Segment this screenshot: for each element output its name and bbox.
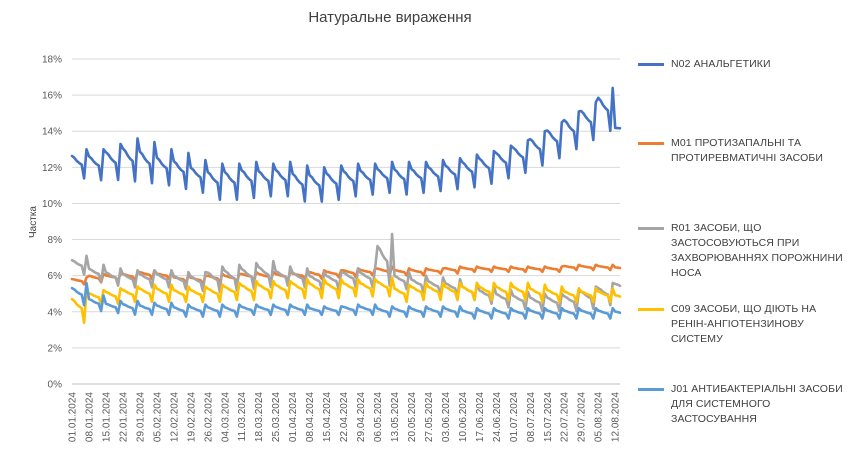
- chart-title: Натуральне вираження: [308, 9, 472, 26]
- x-tick-label: 04.03.2024: [220, 392, 231, 442]
- x-tick-label: 01.04.2024: [288, 392, 299, 442]
- legend-item: C09 ЗАСОБИ, ЩО ДІЮТЬ НА РЕНІН-АНГІОТЕНЗИ…: [638, 302, 846, 347]
- y-tick-label: 8%: [48, 235, 63, 246]
- x-tick-label: 08.04.2024: [305, 392, 316, 442]
- y-tick-label: 12%: [42, 163, 62, 174]
- legend-label: R01 ЗАСОБИ, ЩО ЗАСТОСОВУЮТЬСЯ ПРИ ЗАХВОР…: [671, 222, 843, 279]
- x-tick-label: 15.04.2024: [322, 392, 333, 442]
- series-line-m01: [70, 263, 622, 286]
- y-tick-label: 16%: [42, 91, 62, 102]
- x-tick-label: 06.05.2024: [373, 392, 384, 442]
- x-tick-label: 12.02.2024: [169, 392, 180, 442]
- y-tick-label: 0%: [48, 380, 63, 391]
- legend-label: N02 АНАЛЬГЕТИКИ: [671, 58, 771, 70]
- x-tick-label: 22.01.2024: [118, 392, 129, 442]
- x-tick-label: 15.01.2024: [101, 392, 112, 442]
- x-tick-label: 17.06.2024: [475, 392, 486, 442]
- x-tick-label: 20.05.2024: [407, 392, 418, 442]
- legend-item: M01 ПРОТИЗАПАЛЬНІ ТА ПРОТИРЕВМАТИЧНІ ЗАС…: [638, 136, 846, 166]
- legend-swatch: [638, 227, 664, 230]
- x-tick-label: 29.07.2024: [577, 392, 588, 442]
- x-tick-label: 03.06.2024: [441, 392, 452, 442]
- legend-label: M01 ПРОТИЗАПАЛЬНІ ТА ПРОТИРЕВМАТИЧНІ ЗАС…: [671, 137, 824, 164]
- legend-item: R01 ЗАСОБИ, ЩО ЗАСТОСОВУЮТЬСЯ ПРИ ЗАХВОР…: [638, 221, 846, 281]
- x-tick-label: 15.07.2024: [543, 392, 554, 442]
- legend-label: J01 АНТИБАКТЕРІАЛЬНІ ЗАСОБИ ДЛЯ СИСТЕМНО…: [671, 383, 843, 425]
- x-tick-label: 29.04.2024: [356, 392, 367, 442]
- x-axis-ticks: 01.01.2024 08.01.2024 15.01.2024 22.01.2024…: [68, 392, 622, 442]
- y-tick-label: 14%: [42, 127, 62, 138]
- series-line-j01: [70, 281, 622, 320]
- y-axis-label: Частка: [28, 206, 39, 238]
- legend-swatch: [638, 142, 664, 145]
- x-tick-label: 08.01.2024: [84, 392, 95, 442]
- legend-swatch: [638, 308, 664, 311]
- x-tick-label: 01.01.2024: [68, 392, 79, 442]
- x-tick-label: 19.02.2024: [186, 392, 197, 442]
- series-line-n02: [70, 86, 622, 203]
- x-tick-label: 11.03.2024: [237, 392, 248, 442]
- legend-item: N02 АНАЛЬГЕТИКИ: [638, 57, 846, 72]
- legend-label: C09 ЗАСОБИ, ЩО ДІЮТЬ НА РЕНІН-АНГІОТЕНЗИ…: [671, 303, 817, 345]
- x-tick-label: 25.03.2024: [271, 392, 282, 442]
- x-tick-label: 10.06.2024: [458, 392, 469, 442]
- y-axis-ticks: 0% 2% 4% 6% 8% 10% 12% 14% 16% 18%: [42, 55, 62, 391]
- legend-swatch: [638, 388, 664, 391]
- x-tick-label: 05.02.2024: [152, 392, 163, 442]
- gridlines: [72, 58, 620, 385]
- x-tick-label: 26.02.2024: [203, 392, 214, 442]
- x-tick-label: 27.05.2024: [424, 392, 435, 442]
- x-tick-label: 24.06.2024: [492, 392, 503, 442]
- y-tick-label: 18%: [42, 55, 62, 66]
- y-tick-label: 2%: [48, 343, 63, 354]
- legend-item: J01 АНТИБАКТЕРІАЛЬНІ ЗАСОБИ ДЛЯ СИСТЕМНО…: [638, 382, 846, 427]
- x-tick-label: 22.07.2024: [560, 392, 571, 442]
- x-tick-label: 05.08.2024: [594, 392, 605, 442]
- x-tick-label: 29.01.2024: [135, 392, 146, 442]
- legend-swatch: [638, 63, 664, 66]
- x-tick-label: 18.03.2024: [254, 392, 265, 442]
- x-tick-label: 22.04.2024: [339, 392, 350, 442]
- x-tick-label: 12.08.2024: [611, 392, 622, 442]
- series-line-r01: [70, 232, 622, 313]
- series-line-c09: [70, 276, 622, 325]
- series-lines: [70, 86, 622, 325]
- y-tick-label: 4%: [48, 307, 63, 318]
- y-tick-label: 6%: [48, 271, 63, 282]
- x-tick-label: 01.07.2024: [509, 392, 520, 442]
- y-tick-label: 10%: [42, 199, 62, 210]
- x-tick-label: 13.05.2024: [390, 392, 401, 442]
- x-tick-label: 08.07.2024: [526, 392, 537, 442]
